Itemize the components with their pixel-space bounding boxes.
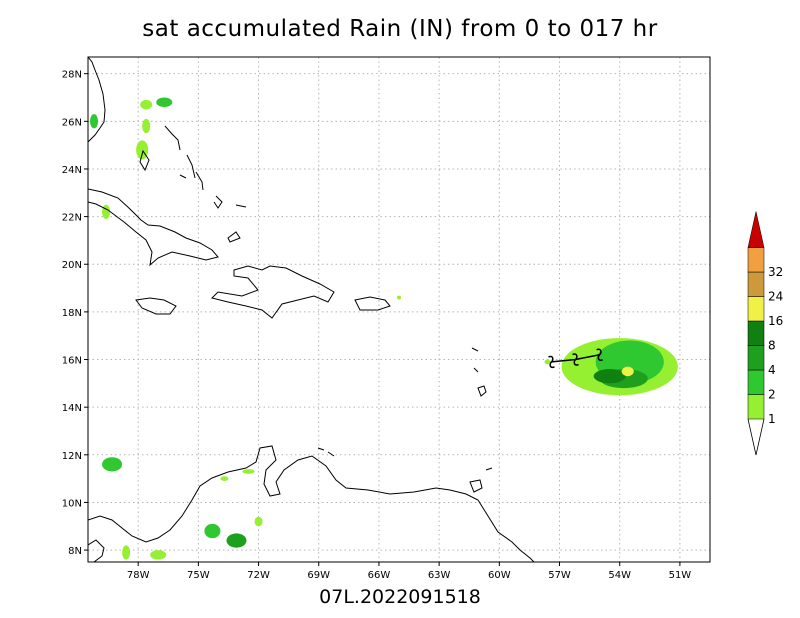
bahamas-exuma bbox=[195, 171, 204, 191]
legend-swatch bbox=[747, 369, 765, 395]
rain-area bbox=[140, 99, 153, 110]
x-tick-label: 78W bbox=[127, 570, 150, 581]
legend-underflow-triangle bbox=[747, 418, 765, 456]
y-tick-label: 20N bbox=[62, 260, 82, 271]
storm-track bbox=[548, 348, 603, 369]
y-tick-label: 24N bbox=[62, 165, 82, 176]
rain-area bbox=[544, 359, 551, 365]
axis-labels: 78W 75W 72W 69W 66W 63W 60W 57W 54W 51W 8N 10N 12N 14… bbox=[62, 70, 692, 581]
legend-label: 1 bbox=[768, 412, 776, 426]
legend-label: 32 bbox=[768, 265, 783, 279]
legend-label: 24 bbox=[768, 290, 783, 304]
rain-area bbox=[150, 550, 167, 560]
x-tick-label: 75W bbox=[187, 570, 210, 581]
florida-coast bbox=[88, 57, 106, 143]
bahamas-acklins bbox=[227, 231, 241, 243]
legend-label: 16 bbox=[768, 314, 783, 328]
x-tick-label: 51W bbox=[669, 570, 692, 581]
trinidad bbox=[469, 479, 483, 493]
rain-area bbox=[102, 457, 123, 472]
coastlines bbox=[88, 57, 535, 562]
puerto-rico-coast bbox=[354, 296, 391, 311]
legend-label: 8 bbox=[768, 339, 776, 353]
y-tick-label: 12N bbox=[62, 451, 82, 462]
y-tick-label: 14N bbox=[62, 403, 82, 414]
rain-area bbox=[102, 204, 111, 219]
legend-swatch bbox=[747, 320, 765, 346]
legend-swatch bbox=[747, 296, 765, 322]
lesser-antilles-3 bbox=[477, 385, 487, 397]
bahamas-long bbox=[213, 195, 223, 209]
rain-area bbox=[220, 476, 229, 482]
rain-area bbox=[242, 469, 255, 474]
x-tick-label: 66W bbox=[368, 570, 391, 581]
curacao bbox=[327, 451, 335, 457]
storm-symbol bbox=[596, 348, 603, 361]
y-tick-label: 18N bbox=[62, 308, 82, 319]
legend-label: 4 bbox=[768, 363, 776, 377]
bahamas-inagua bbox=[235, 204, 247, 208]
lesser-antilles-1 bbox=[471, 347, 479, 352]
rain-area bbox=[142, 118, 151, 134]
rain-area bbox=[156, 97, 173, 108]
rain-area bbox=[122, 545, 131, 560]
legend-overflow-triangle bbox=[747, 211, 765, 248]
storm-symbol bbox=[548, 355, 555, 369]
y-tick-label: 28N bbox=[62, 70, 82, 81]
x-tick-label: 72W bbox=[247, 570, 270, 581]
rain-area bbox=[593, 369, 626, 384]
tobago bbox=[485, 467, 493, 471]
rain-area bbox=[254, 516, 263, 527]
bahamas-andros bbox=[139, 149, 150, 172]
jamaica-coast bbox=[135, 297, 177, 315]
x-tick-label: 63W bbox=[428, 570, 451, 581]
x-tick-label: 54W bbox=[608, 570, 631, 581]
grid-lines bbox=[88, 57, 710, 562]
y-tick-label: 8N bbox=[68, 546, 82, 557]
legend-swatch bbox=[747, 394, 765, 420]
rain-area bbox=[204, 523, 221, 539]
legend-swatch bbox=[747, 247, 765, 273]
bahamas-cat bbox=[186, 154, 196, 179]
x-tick-label: 57W bbox=[548, 570, 571, 581]
x-tick-label: 60W bbox=[488, 570, 511, 581]
cuba-coast bbox=[88, 188, 219, 267]
panama-coast bbox=[88, 539, 105, 562]
legend-swatch bbox=[747, 345, 765, 371]
map-title: sat accumulated Rain (IN) from 0 to 017 … bbox=[142, 16, 658, 42]
x-tick-label: 69W bbox=[307, 570, 330, 581]
storm-id-label: 07L.2022091518 bbox=[319, 586, 481, 608]
rain-area bbox=[621, 366, 634, 377]
aruba bbox=[317, 447, 325, 451]
rain-area bbox=[90, 114, 99, 129]
plot-frame bbox=[87, 56, 711, 563]
rain-area bbox=[396, 295, 402, 300]
hispaniola-coast bbox=[211, 265, 335, 319]
lesser-antilles-2 bbox=[473, 367, 479, 373]
south-america-coast bbox=[88, 445, 535, 562]
y-tick-label: 16N bbox=[62, 356, 82, 367]
y-tick-label: 22N bbox=[62, 213, 82, 224]
bahamas-eleuthera bbox=[164, 125, 181, 151]
legend-label: 2 bbox=[768, 388, 776, 402]
bahamas-small-1 bbox=[179, 174, 187, 179]
legend-swatch bbox=[747, 271, 765, 297]
rain-areas bbox=[90, 97, 678, 560]
y-tick-label: 10N bbox=[62, 498, 82, 509]
rain-area bbox=[226, 533, 247, 548]
y-tick-label: 26N bbox=[62, 117, 82, 128]
storm-symbol bbox=[572, 353, 579, 366]
